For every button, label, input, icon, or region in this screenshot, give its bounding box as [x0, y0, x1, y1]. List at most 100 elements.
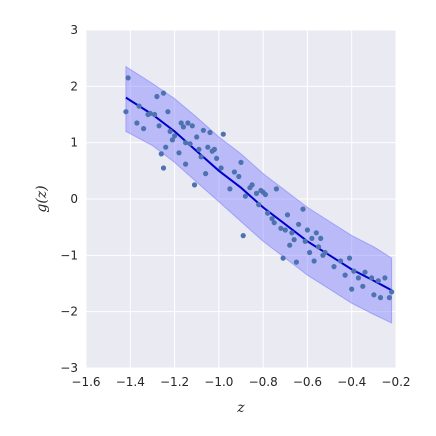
data-point: [123, 109, 129, 115]
data-point: [291, 237, 297, 243]
data-point: [240, 233, 246, 239]
data-point: [152, 111, 158, 118]
x-tick-label: −1.4: [116, 375, 145, 389]
data-point: [315, 244, 322, 250]
data-point: [154, 93, 160, 100]
data-point: [158, 151, 164, 157]
x-tick-label: −0.8: [249, 375, 278, 389]
data-point: [302, 238, 308, 244]
data-point: [311, 258, 317, 264]
data-point: [172, 133, 178, 139]
grid-lines: [85, 29, 397, 369]
data-point: [293, 259, 299, 265]
data-point: [289, 230, 295, 236]
data-point: [351, 268, 357, 274]
y-tick-label: −2: [60, 305, 78, 319]
data-point: [180, 124, 186, 130]
y-axis-label: g(z): [34, 185, 50, 212]
x-axis-label: z: [236, 400, 245, 416]
data-point: [377, 295, 384, 301]
y-tick-label: 2: [70, 79, 78, 93]
y-tick-label: 1: [70, 136, 78, 150]
data-point: [134, 120, 140, 126]
data-point: [355, 275, 361, 281]
data-point: [187, 141, 193, 147]
data-point: [278, 225, 284, 231]
data-point: [165, 109, 171, 115]
data-point: [191, 182, 198, 188]
x-tick-label: −0.6: [293, 375, 322, 389]
data-point: [203, 171, 209, 177]
data-point: [360, 283, 366, 289]
data-point: [242, 193, 248, 199]
data-point: [220, 131, 226, 137]
data-point: [346, 255, 353, 261]
data-point: [183, 161, 189, 167]
data-point: [211, 146, 217, 152]
data-point: [371, 292, 377, 298]
data-point: [331, 264, 337, 270]
data-point: [218, 165, 224, 171]
y-tick-labels: −3 −2 −1 0 1 2 3: [60, 23, 78, 375]
y-tick-label: 0: [70, 192, 78, 206]
data-point: [198, 154, 204, 160]
regression-line: [125, 96, 393, 292]
data-point: [205, 144, 211, 150]
scatter-points: [123, 75, 395, 301]
data-point: [231, 169, 237, 175]
x-tick-label: −1.2: [160, 375, 189, 389]
data-point: [185, 120, 191, 126]
data-point: [189, 123, 195, 129]
data-point: [375, 278, 381, 284]
data-point: [307, 249, 313, 256]
confidence-band: [125, 65, 393, 324]
data-point: [273, 186, 279, 192]
data-point: [147, 110, 153, 116]
data-point: [253, 190, 260, 196]
y-tick-label: −3: [60, 361, 78, 375]
data-point: [125, 75, 131, 81]
data-point: [141, 126, 147, 132]
data-point: [227, 186, 233, 192]
data-point: [156, 123, 162, 129]
data-point: [176, 150, 182, 156]
x-tick-label: −1.6: [71, 375, 100, 389]
data-point: [167, 128, 173, 134]
data-point: [178, 120, 184, 126]
data-point: [296, 221, 302, 227]
data-point: [362, 269, 368, 275]
data-point: [238, 159, 244, 165]
data-point: [136, 103, 142, 109]
data-point: [169, 137, 175, 143]
data-point: [194, 134, 200, 140]
data-point: [342, 272, 348, 278]
x-tick-labels: −1.6 −1.4 −1.2 −1.0 −0.8 −0.6 −0.4 −0.2: [71, 375, 410, 389]
data-point: [269, 216, 275, 222]
data-point: [196, 146, 202, 152]
data-point: [386, 295, 392, 301]
data-point: [284, 212, 291, 218]
x-tick-label: −0.4: [337, 375, 366, 389]
y-tick-label: 3: [70, 23, 78, 37]
data-point: [338, 258, 344, 264]
data-point: [280, 255, 286, 261]
data-point: [271, 220, 277, 226]
data-point: [282, 227, 288, 233]
data-point: [313, 230, 319, 236]
data-point: [236, 173, 242, 180]
data-point: [300, 206, 306, 212]
data-point: [349, 286, 355, 292]
data-point: [200, 127, 206, 133]
data-point: [287, 242, 293, 248]
data-point: [369, 275, 375, 281]
data-point: [249, 182, 255, 188]
data-point: [382, 275, 388, 281]
data-point: [214, 155, 220, 161]
data-point: [160, 165, 167, 171]
x-tick-label: −1.0: [204, 375, 233, 389]
x-tick-label: −0.2: [381, 375, 410, 389]
data-point: [322, 249, 328, 256]
data-point: [318, 235, 324, 241]
data-point: [304, 227, 310, 233]
